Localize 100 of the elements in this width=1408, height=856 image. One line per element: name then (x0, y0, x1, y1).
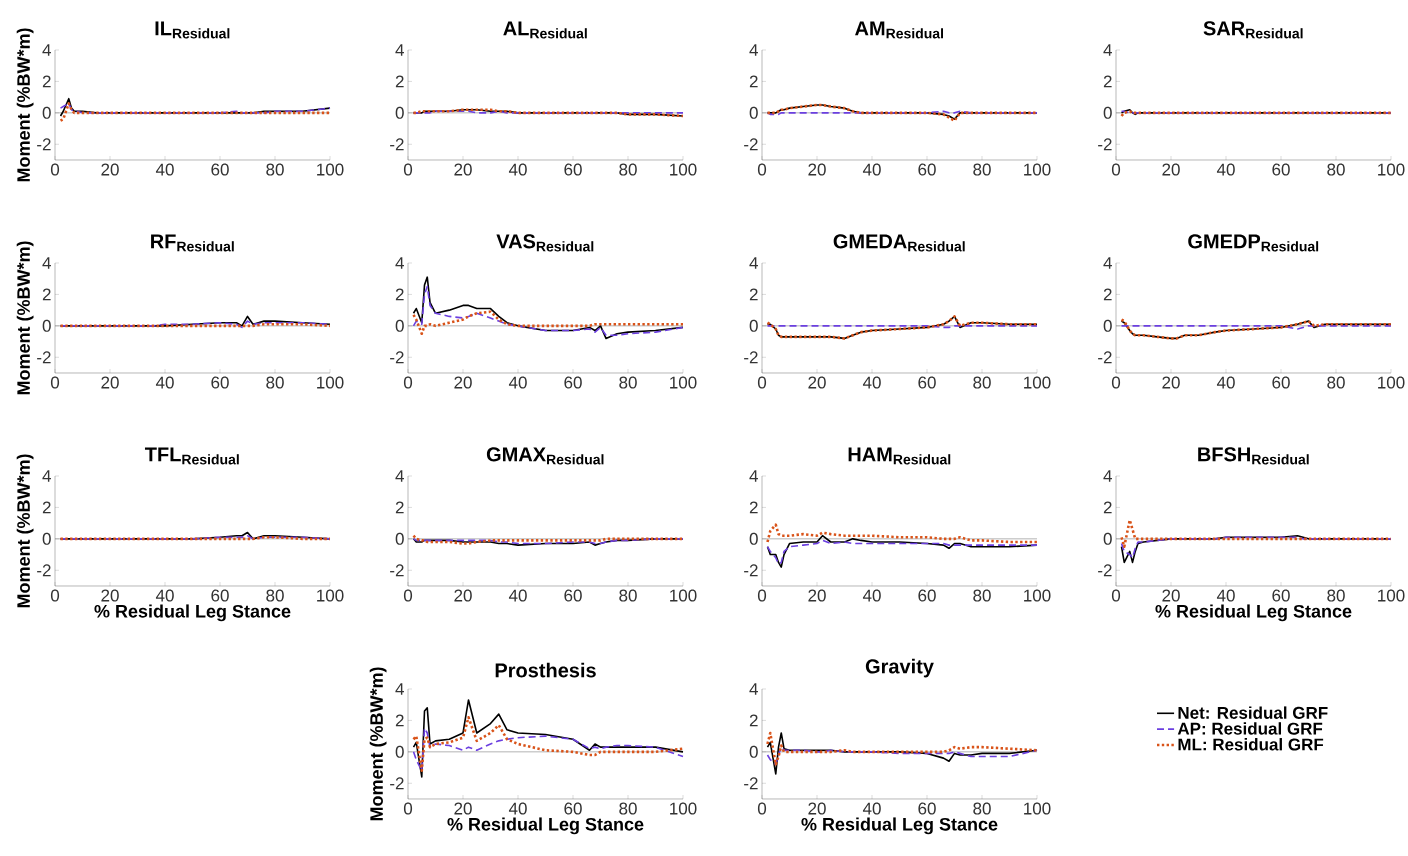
y-tick-label: 2 (1103, 288, 1112, 301)
x-tick-label: 80 (619, 802, 637, 815)
chart-title: GMAX$_{Residual}$ (486, 447, 604, 465)
x-tick-label: 80 (266, 163, 284, 176)
chart-title: AM$_{Residual}$ (855, 21, 943, 39)
x-tick-label: 100 (1378, 589, 1405, 602)
x-axis-title: % Residual Leg Stance (94, 604, 291, 622)
x-tick-label: 20 (1162, 163, 1180, 176)
y-tick-label: -2 (390, 138, 404, 151)
x-tick-label: 100 (670, 163, 697, 176)
x-tick-label: 0 (50, 376, 60, 389)
x-tick-label: 40 (508, 163, 527, 176)
x-tick-label: 0 (403, 163, 413, 176)
x-tick-label: 0 (50, 589, 60, 602)
x-tick-label: 0 (50, 163, 60, 176)
y-tick-label: -2 (37, 351, 51, 364)
y-tick-label: -2 (1098, 138, 1112, 151)
x-tick-label: 80 (1327, 163, 1345, 176)
y-tick-label: 2 (749, 288, 758, 301)
x-tick-label: 20 (101, 163, 119, 176)
x-tick-label: 0 (1111, 376, 1121, 389)
x-tick-label: 80 (619, 163, 637, 176)
y-tick-label: 2 (395, 714, 404, 727)
x-tick-label: 60 (564, 376, 582, 389)
y-tick-label: 4 (749, 470, 758, 482)
x-tick-label: 80 (266, 376, 284, 389)
x-tick-label: 60 (564, 163, 582, 176)
y-tick-label: -2 (744, 777, 758, 790)
x-tick-label: 0 (757, 376, 767, 389)
y-tick-label: 2 (42, 75, 51, 88)
x-tick-label: 0 (757, 163, 767, 176)
x-tick-label: 0 (757, 802, 767, 815)
y-tick-label: 4 (749, 683, 758, 695)
y-tick-label: -2 (37, 564, 51, 577)
x-tick-label: 0 (757, 589, 767, 602)
x-axis-title: % Residual Leg Stance (1155, 604, 1352, 622)
y-tick-label: 0 (395, 106, 404, 119)
x-tick-label: 40 (862, 802, 881, 815)
y-tick-label: 2 (395, 501, 404, 514)
chart-title: VAS$_{Residual}$ (496, 234, 594, 252)
y-tick-label: 2 (1103, 501, 1112, 514)
x-tick-label: 100 (1024, 163, 1051, 176)
x-tick-label: 60 (918, 589, 936, 602)
y-tick-label: -2 (744, 138, 758, 151)
x-tick-label: 0 (1111, 163, 1121, 176)
y-tick-label: 4 (1103, 470, 1112, 482)
x-tick-label: 60 (564, 589, 582, 602)
x-tick-label: 20 (454, 376, 472, 389)
x-tick-label: 100 (317, 376, 344, 389)
x-tick-label: 80 (1327, 589, 1345, 602)
x-tick-label: 20 (1162, 589, 1180, 602)
legend-label: ML: Residual GRF (1178, 738, 1324, 751)
x-tick-label: 40 (862, 589, 881, 602)
x-tick-label: 80 (973, 589, 991, 602)
chart-title: BFSH$_{Residual}$ (1198, 447, 1309, 465)
x-tick-label: 40 (155, 163, 174, 176)
x-tick-label: 60 (211, 163, 229, 176)
x-tick-label: 60 (211, 376, 229, 389)
y-tick-label: 0 (749, 532, 758, 545)
x-tick-label: 60 (918, 376, 936, 389)
y-tick-label: 2 (749, 714, 758, 727)
x-tick-label: 100 (1024, 802, 1051, 815)
chart-title: Gravity (865, 658, 934, 678)
y-tick-label: 4 (395, 257, 404, 269)
x-tick-label: 40 (508, 802, 527, 815)
chart-title: RF$_{Residual}$ (151, 234, 234, 252)
x-axis-title: % Residual Leg Stance (447, 817, 644, 835)
y-tick-label: 4 (1103, 257, 1112, 269)
x-tick-label: 20 (454, 802, 472, 815)
chart-title: GMEDA$_{Residual}$ (833, 234, 965, 252)
chart-title: IL$_{Residual}$ (155, 21, 230, 39)
y-tick-label: 0 (1103, 532, 1112, 545)
y-tick-label: 4 (42, 470, 51, 482)
y-tick-label: 4 (395, 470, 404, 482)
chart-title: Prosthesis (495, 662, 596, 678)
y-tick-label: -2 (1098, 564, 1112, 577)
x-tick-label: 100 (1378, 376, 1405, 389)
x-tick-label: 40 (1216, 376, 1235, 389)
chart-title: SAR$_{Residual}$ (1203, 21, 1303, 39)
x-tick-label: 100 (1024, 376, 1051, 389)
x-tick-label: 20 (454, 589, 472, 602)
x-tick-label: 40 (155, 376, 174, 389)
y-tick-label: 2 (749, 501, 758, 514)
legend-label: Net: Residual GRF (1178, 706, 1328, 719)
chart-title: GMEDP$_{Residual}$ (1188, 234, 1319, 252)
y-tick-label: 0 (749, 319, 758, 332)
x-tick-label: 20 (808, 589, 826, 602)
y-tick-label: 2 (42, 288, 51, 301)
x-tick-label: 0 (403, 376, 413, 389)
y-tick-label: -2 (390, 351, 404, 364)
x-tick-label: 40 (155, 589, 174, 602)
y-tick-label: 2 (395, 75, 404, 88)
x-tick-label: 60 (1272, 376, 1290, 389)
y-axis-title: Moment (%BW*m) (16, 454, 34, 608)
x-tick-label: 60 (1272, 163, 1290, 176)
x-tick-label: 80 (619, 589, 637, 602)
y-axis-title: Moment (%BW*m) (369, 667, 387, 821)
y-tick-label: 2 (749, 75, 758, 88)
x-tick-label: 80 (973, 163, 991, 176)
x-tick-label: 80 (266, 589, 284, 602)
